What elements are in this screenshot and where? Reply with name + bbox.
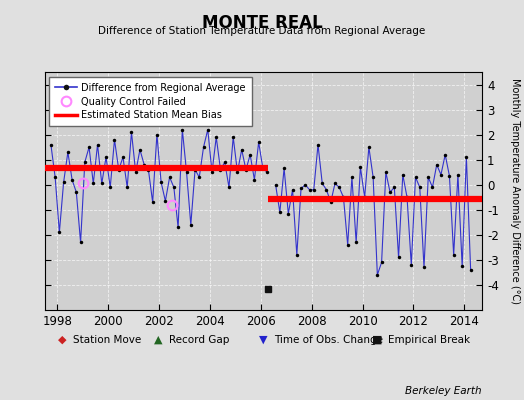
Text: Record Gap: Record Gap — [169, 335, 230, 345]
Text: MONTE REAL: MONTE REAL — [202, 14, 322, 32]
Y-axis label: Monthly Temperature Anomaly Difference (°C): Monthly Temperature Anomaly Difference (… — [510, 78, 520, 304]
Text: Time of Obs. Change: Time of Obs. Change — [274, 335, 383, 345]
Legend: Difference from Regional Average, Quality Control Failed, Estimated Station Mean: Difference from Regional Average, Qualit… — [49, 77, 252, 126]
Text: ▼: ▼ — [259, 335, 268, 345]
Text: ◆: ◆ — [58, 335, 67, 345]
Text: ■: ■ — [372, 335, 383, 345]
Text: Empirical Break: Empirical Break — [388, 335, 470, 345]
Text: Berkeley Earth: Berkeley Earth — [406, 386, 482, 396]
Text: Difference of Station Temperature Data from Regional Average: Difference of Station Temperature Data f… — [99, 26, 425, 36]
Text: Station Move: Station Move — [73, 335, 141, 345]
Text: ▲: ▲ — [154, 335, 162, 345]
